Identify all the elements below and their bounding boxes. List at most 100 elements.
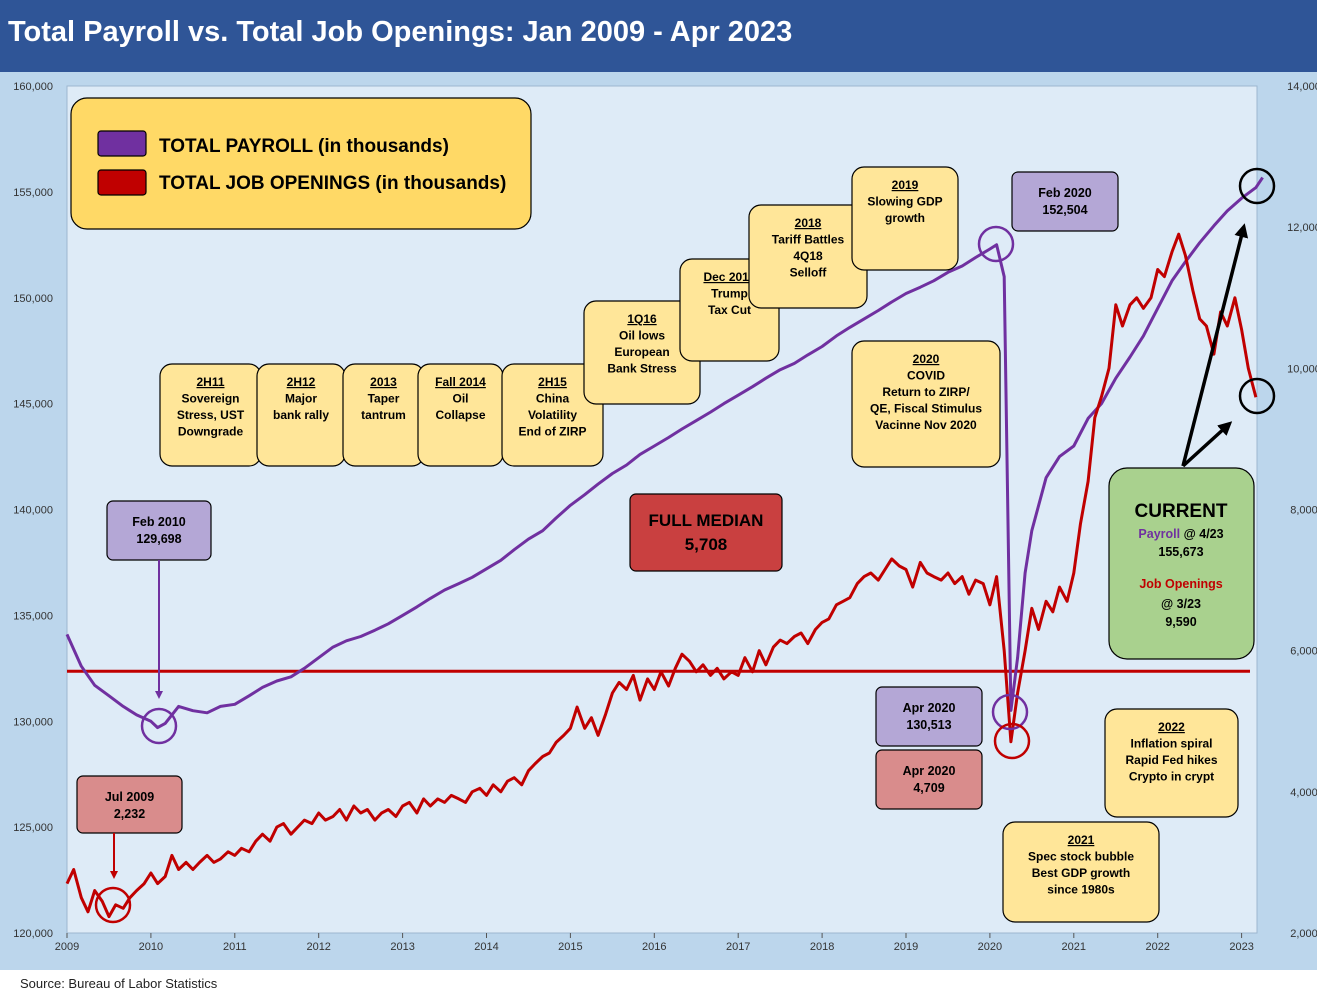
current-openings-value: 9,590 [1165, 615, 1196, 629]
event-note-heading: Fall 2014 [435, 375, 486, 389]
median-box [629, 493, 783, 572]
event-note-heading: 2021 [1068, 833, 1095, 847]
x-tick-label: 2012 [306, 941, 330, 953]
chart-title: Total Payroll vs. Total Job Openings: Ja… [8, 16, 793, 48]
event-note-line: Trump [711, 287, 748, 301]
x-tick-label: 2010 [139, 941, 163, 953]
y-right-tick-label: 8,000 [1290, 505, 1317, 517]
y-left-tick-label: 120,000 [13, 928, 53, 940]
x-tick-label: 2021 [1062, 941, 1086, 953]
y-left-tick-label: 150,000 [13, 293, 53, 305]
source-bar [0, 970, 1317, 1000]
source-note: Source: Bureau of Labor Statistics [20, 976, 218, 991]
event-note-line: since 1980s [1047, 883, 1115, 897]
highlight-circle [1238, 167, 1276, 205]
legend-swatch-openings [97, 169, 147, 196]
annotation-text: 152,504 [1042, 203, 1087, 217]
event-note-line: Volatility [528, 408, 577, 422]
event-note-line: Slowing GDP [867, 195, 942, 209]
event-note-heading: 2H11 [196, 375, 224, 389]
event-note [1002, 821, 1160, 923]
x-tick-label: 2014 [474, 941, 498, 953]
highlight-circle [991, 693, 1029, 731]
x-tick-label: 2018 [810, 941, 834, 953]
event-note-line: growth [885, 211, 925, 225]
x-tick-label: 2017 [726, 941, 750, 953]
event-note-line: Bank Stress [607, 362, 677, 376]
event-note-heading: Dec 2017 [703, 270, 755, 284]
annotation-text: 130,513 [906, 718, 951, 732]
annotation-text: Apr 2020 [903, 701, 956, 715]
current-title: CURRENT [1135, 501, 1228, 522]
event-note-line: Oil lows [619, 329, 665, 343]
event-note-line: End of ZIRP [519, 425, 587, 439]
event-note-line: Oil [452, 392, 468, 406]
event-note-line: bank rally [273, 408, 329, 422]
event-note-line: Major [285, 392, 317, 406]
axes: 120,000 125,000 130,000 135,000 140,000 145,0… [13, 81, 1317, 953]
event-note-line: tantrum [361, 408, 406, 422]
x-tick-label: 2015 [558, 941, 582, 953]
event-note-line: Tariff Battles [772, 233, 845, 247]
event-note-heading: 2018 [795, 216, 822, 230]
highlight-circle [94, 886, 132, 924]
event-note-heading: 2019 [892, 178, 919, 192]
y-right-tick-label: 6,000 [1290, 646, 1317, 658]
event-note-line: 4Q18 [793, 249, 823, 263]
y-left-tick-label: 155,000 [13, 187, 53, 199]
y-left-tick-label: 130,000 [13, 716, 53, 728]
event-note-line: Selloff [790, 266, 828, 280]
payroll-line [65, 176, 1264, 730]
annotation-text: 4,709 [913, 781, 944, 795]
legend-label-openings: TOTAL JOB OPENINGS (in thousands) [159, 173, 506, 194]
annotation-box [106, 500, 212, 561]
annotation-box [875, 686, 983, 747]
event-note-line: Crypto in crypt [1129, 770, 1214, 784]
highlight-circle [977, 225, 1015, 263]
y-right-tick-label: 10,000 [1287, 363, 1317, 375]
annotation-box [875, 749, 983, 810]
y-left-tick-label: 125,000 [13, 822, 53, 834]
event-note [851, 166, 959, 271]
series-lines [65, 176, 1264, 919]
event-note-line: Collapse [435, 408, 485, 422]
x-tick-label: 2016 [642, 941, 666, 953]
x-tick-label: 2011 [223, 941, 247, 953]
event-note-line: QE, Fiscal Stimulus [870, 402, 982, 416]
legend-label-payroll: TOTAL PAYROLL (in thousands) [159, 136, 449, 157]
median-label: FULL MEDIAN [649, 511, 764, 530]
event-note-line: European [614, 345, 669, 359]
y-left-tick-label: 160,000 [13, 81, 53, 93]
y-right-tick-label: 12,000 [1287, 222, 1317, 234]
y-left-tick-label: 140,000 [13, 505, 53, 517]
annotation-box [1011, 171, 1119, 232]
legend-swatch-payroll [97, 130, 147, 157]
event-note [1104, 708, 1239, 818]
event-note-heading: 2013 [370, 375, 397, 389]
event-note-line: Taper [368, 392, 400, 406]
median-value: 5,708 [685, 535, 728, 554]
title-bar: Total Payroll vs. Total Job Openings: Ja… [0, 0, 1317, 72]
x-tick-label: 2023 [1229, 941, 1253, 953]
event-note-line: Return to ZIRP/ [882, 385, 970, 399]
event-note-heading: 2H12 [287, 375, 316, 389]
annotation-text: Feb 2020 [1038, 186, 1092, 200]
job-openings-line [65, 232, 1258, 919]
event-note-line: Vacinne Nov 2020 [875, 418, 977, 432]
event-note-line: Inflation spiral [1130, 737, 1212, 751]
event-note-heading: 2020 [913, 352, 940, 366]
annotation-text: Apr 2020 [903, 764, 956, 778]
x-tick-label: 2022 [1145, 941, 1169, 953]
overlays: TOTAL PAYROLL (in thousands) TOTAL JOB OP… [70, 97, 1276, 924]
event-note-line: China [536, 392, 570, 406]
event-note-line: Stress, UST [177, 408, 245, 422]
current-openings-date: @ 3/23 [1161, 597, 1201, 611]
y-right-tick-label: 2,000 [1290, 928, 1317, 940]
highlight-circle [1238, 377, 1276, 415]
x-tick-label: 2009 [55, 941, 79, 953]
arrow-current-payroll [1181, 223, 1249, 467]
event-note-line: Spec stock bubble [1028, 850, 1134, 864]
event-note-line: Downgrade [178, 425, 244, 439]
event-note [501, 363, 604, 467]
